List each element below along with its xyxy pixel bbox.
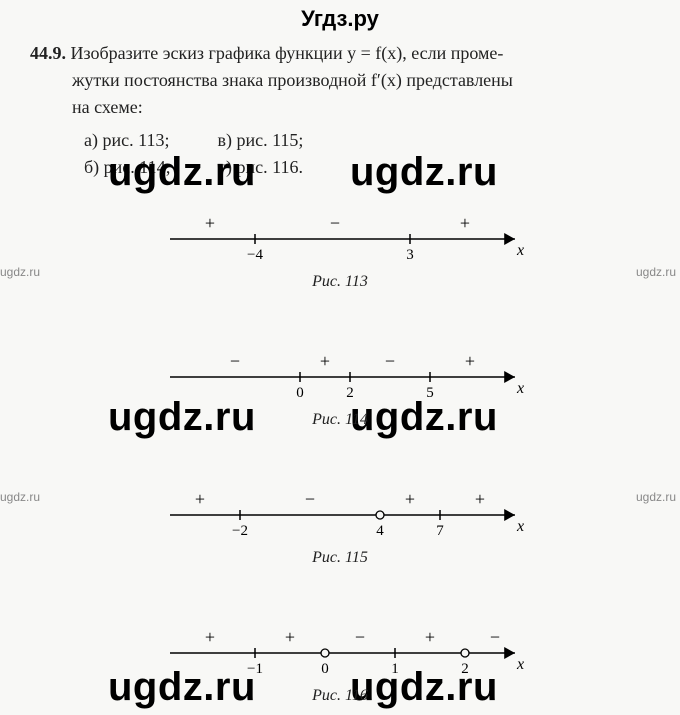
svg-text:0: 0: [296, 385, 304, 401]
svg-text:x: x: [516, 380, 524, 397]
svg-text:+: +: [205, 627, 215, 647]
problem-line1: Изобразите эскиз графика функции y = f(x…: [71, 43, 504, 63]
number-line-svg: x 0 2 5 − + − +: [150, 349, 530, 407]
svg-text:1: 1: [391, 661, 399, 677]
number-line-figure: x 0 2 5 − + − + Рис. 114: [150, 349, 530, 429]
number-line-figure: x −4 3 + − + Рис. 113: [150, 211, 530, 291]
svg-text:0: 0: [321, 661, 329, 677]
svg-text:2: 2: [461, 661, 469, 677]
svg-text:5: 5: [426, 385, 434, 401]
small-watermark: ugdz.ru: [636, 490, 676, 504]
svg-text:+: +: [460, 213, 470, 233]
figure-label: Рис. 114: [150, 411, 530, 429]
number-line-svg: x −1 0 1 2 + + − + −: [150, 625, 530, 683]
problem-statement: 44.9. Изобразите эскиз графика функции y…: [30, 40, 650, 121]
problem-number: 44.9.: [30, 43, 66, 63]
svg-text:2: 2: [346, 385, 354, 401]
figure-label: Рис. 116: [150, 687, 530, 705]
svg-text:x: x: [516, 242, 524, 259]
number-line-svg: x −2 4 7 + − + +: [150, 487, 530, 545]
small-watermark: ugdz.ru: [0, 265, 40, 279]
svg-text:+: +: [205, 213, 215, 233]
header-watermark: Угдз.ру: [301, 6, 379, 32]
figures-container: x−43+−+Рис. 113x025−+−+Рис. 114x−247+−++…: [30, 211, 650, 705]
svg-text:x: x: [516, 518, 524, 535]
figure-label: Рис. 115: [150, 549, 530, 567]
svg-text:−: −: [490, 627, 500, 647]
svg-text:+: +: [320, 351, 330, 371]
number-line-svg: x −4 3 + − +: [150, 211, 530, 269]
small-watermark: ugdz.ru: [636, 265, 676, 279]
big-watermark: ugdz.ru: [350, 150, 498, 195]
svg-text:−1: −1: [247, 661, 263, 677]
svg-text:3: 3: [406, 247, 414, 263]
number-line-figure: x −2 4 7 + − + + Рис. 115: [150, 487, 530, 567]
svg-text:7: 7: [436, 523, 444, 539]
svg-text:+: +: [195, 489, 205, 509]
svg-text:+: +: [465, 351, 475, 371]
svg-text:+: +: [475, 489, 485, 509]
svg-text:−: −: [330, 213, 340, 233]
svg-text:−2: −2: [232, 523, 248, 539]
big-watermark: ugdz.ru: [108, 150, 256, 195]
svg-text:4: 4: [376, 523, 384, 539]
small-watermark: ugdz.ru: [0, 490, 40, 504]
page-content: 44.9. Изобразите эскиз графика функции y…: [0, 0, 680, 715]
svg-text:+: +: [285, 627, 295, 647]
svg-text:−4: −4: [247, 247, 263, 263]
svg-text:−: −: [385, 351, 395, 371]
number-line-figure: x −1 0 1 2 + + − + − Рис. 116: [150, 625, 530, 705]
svg-text:+: +: [405, 489, 415, 509]
svg-text:x: x: [516, 656, 524, 673]
svg-text:−: −: [355, 627, 365, 647]
problem-line3: на схеме:: [30, 97, 143, 117]
svg-text:+: +: [425, 627, 435, 647]
problem-line2: жутки постоянства знака производной f′(x…: [30, 70, 513, 90]
figure-label: Рис. 113: [150, 273, 530, 291]
svg-text:−: −: [305, 489, 315, 509]
svg-text:−: −: [230, 351, 240, 371]
